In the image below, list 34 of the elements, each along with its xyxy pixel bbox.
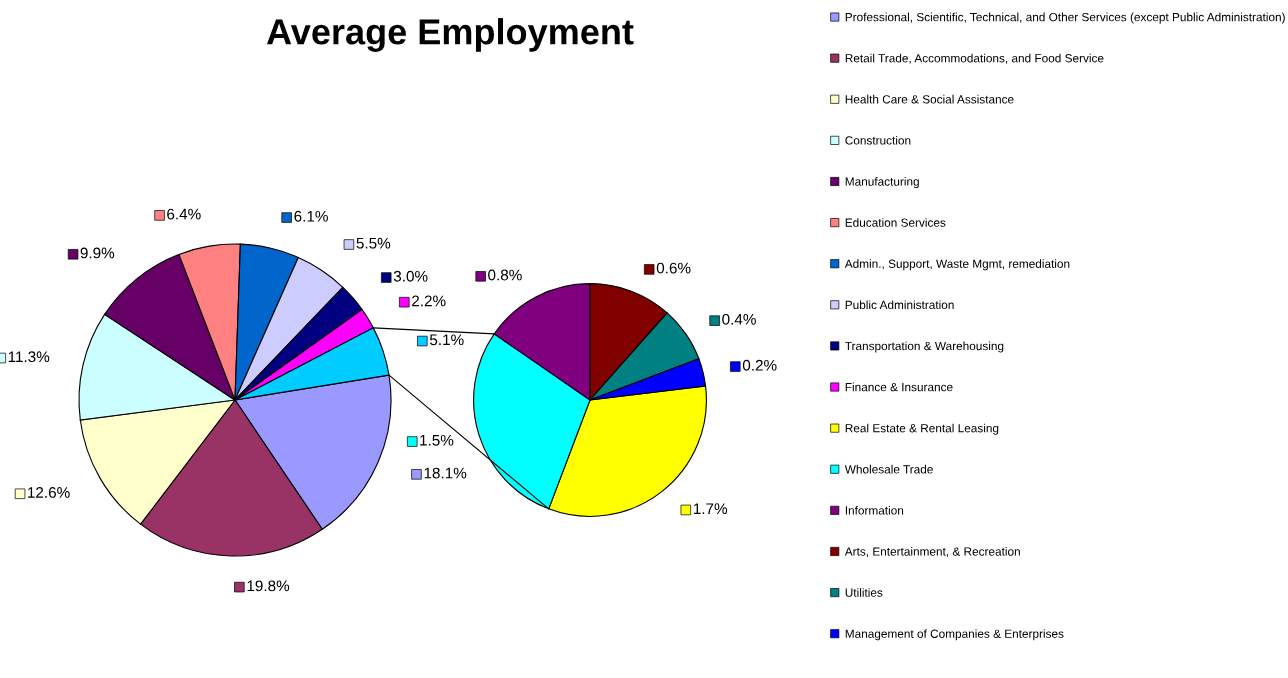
data-label: 0.6% [656, 262, 691, 274]
legend-label: Real Estate & Rental Leasing [845, 423, 999, 435]
legend-label: Utilities [845, 588, 883, 597]
legend-label: Admin., Support, Waste Mgmt, remediation [844, 259, 1070, 271]
data-label: 6.1% [294, 210, 328, 222]
legend-label: Public Administration [845, 300, 954, 310]
legend-label: Professional, Scientific, Technical, and Other Services (except Public Administration) [845, 12, 1285, 24]
data-label: 0.8% [488, 269, 522, 281]
data-label: 2.2% [412, 295, 446, 307]
data-label: 3.0% [393, 270, 428, 282]
data-label: 19.8% [247, 580, 290, 592]
data-label: 12.6% [28, 487, 70, 498]
legend-label: Retail Trade, Accommodations, and Food Service [845, 53, 1104, 64]
legend-label: Education Services [845, 218, 946, 227]
data-label: 11.3% [8, 351, 50, 363]
legend-label: Transportation & Warehousing [845, 341, 1004, 353]
data-label: 1.7% [693, 503, 728, 514]
legend-label: Wholesale Trade [844, 464, 933, 474]
data-label: 0.2% [742, 359, 777, 371]
legend-label: Management of Companies & Enterprises [845, 629, 1064, 641]
data-label: 1.5% [420, 434, 454, 446]
legend-label: Construction [845, 135, 911, 145]
chart-title: Average Employment [266, 18, 634, 52]
data-label: 18.1% [424, 467, 467, 479]
data-label: 5.5% [356, 237, 391, 249]
legend-label: Information [845, 505, 904, 515]
data-label: 5.1% [429, 334, 464, 346]
legend-label: Finance & Insurance [845, 382, 953, 392]
legend-label: Manufacturing [845, 177, 919, 189]
data-label: 6.4% [167, 208, 201, 220]
legend-label: Arts, Entertainment, & Recreation [844, 547, 1020, 558]
legend-label: Health Care & Social Assistance [845, 94, 1014, 104]
data-label: 9.9% [80, 247, 115, 259]
data-label: 0.4% [722, 313, 756, 325]
